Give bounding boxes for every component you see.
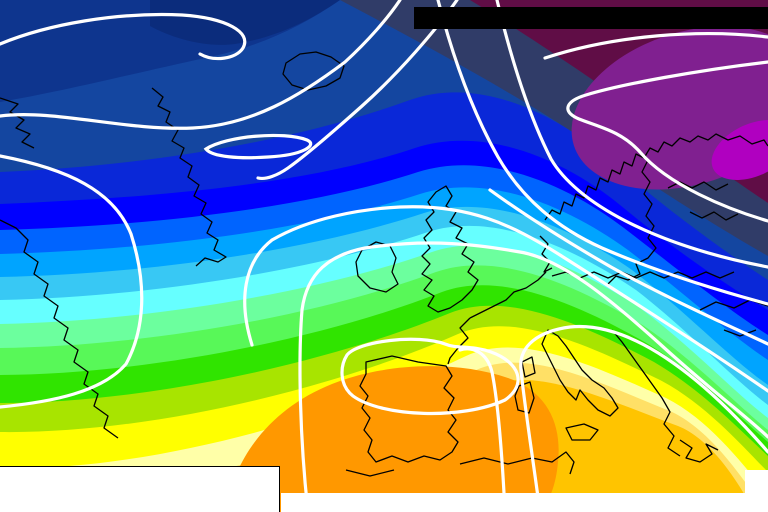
isobar-1005-atlantic [256,0,459,181]
isobar-990 [566,60,768,223]
iberia-coastline [359,355,459,463]
isobar-1010-central [243,205,768,393]
baltic-south-coastline [551,271,735,279]
isobar-1030-loop [340,337,520,416]
labrador-coastline [0,97,35,149]
italy-coastline [541,329,619,417]
scale-background-right [745,470,768,512]
isobar-1010-west [0,154,144,409]
gulf-coastline [689,211,739,221]
tunisia-coastline [459,451,575,475]
iceland-coastline [282,51,345,91]
channel-coastline [469,271,547,319]
isobar-1025 [458,347,507,512]
isobar-1000 [436,0,768,306]
britain-coastline [421,185,479,313]
isobar-1020-south [519,324,768,512]
greenland-coastline [151,87,227,267]
norway-coastline [544,133,768,221]
newfoundland-coastline [0,219,119,439]
isobar-1015-north [0,0,402,130]
legend-box [0,466,280,512]
isobar-995 [495,0,768,269]
blacksea-south-coastline [723,329,757,337]
isobar-1015-central [298,241,768,512]
sicily-coastline [565,423,599,441]
balkan-coastline [611,329,681,457]
denmark-coastline [539,235,553,273]
run-info-box [414,7,768,29]
isobar-1020-north [0,12,247,61]
isobar-985-arc [543,32,768,60]
france-west-coastline [447,317,471,365]
scale-background [281,493,768,512]
isobar-1005-lens [203,133,313,160]
sardinia-coastline [514,381,535,414]
isobar-1005-east [488,188,768,346]
greece-coastline [679,439,719,463]
africa-coastline [345,469,395,477]
corsica-coastline [521,356,536,378]
